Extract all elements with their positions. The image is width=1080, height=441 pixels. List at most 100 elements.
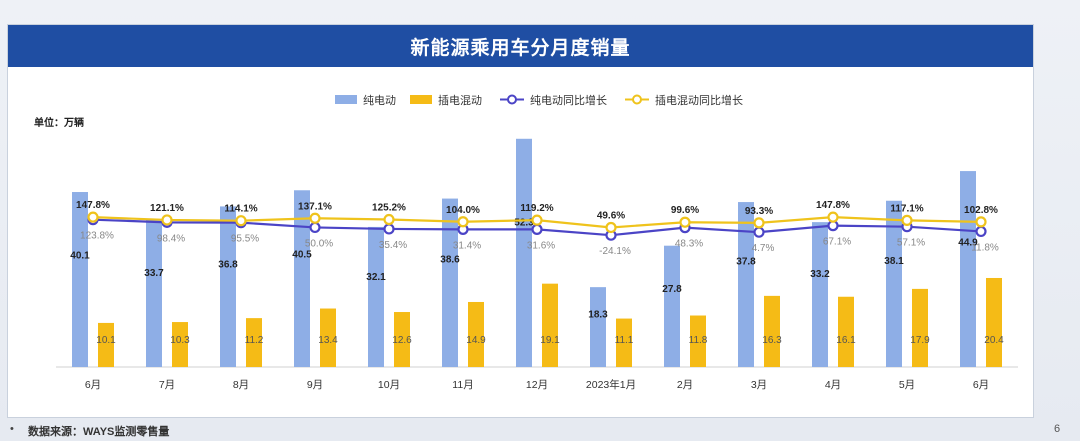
phev-growth-point [753, 217, 765, 229]
bev-bar-label: 33.7 [144, 268, 164, 279]
bev-bar [590, 287, 606, 367]
phev-growth-label: 117.1% [890, 203, 923, 214]
phev-bar [764, 295, 780, 367]
phev-growth-point [901, 214, 913, 226]
phev-bar [98, 322, 114, 367]
phev-bar-label: 11.2 [245, 335, 264, 346]
bev-growth-label: 31.4% [453, 240, 481, 251]
data-source-note: 数据来源：WAYS监测零售量 [28, 426, 170, 438]
bev-bar [738, 202, 754, 367]
chart-card: 新能源乘用车分月度销量 单位：万辆 纯电动 插电混动 纯电动同比增长 插电混动同比增长 4… [7, 24, 1034, 418]
bev-bar [886, 200, 902, 367]
x-tick-label: 6月 [973, 379, 989, 391]
phev-growth-label: 147.8% [76, 200, 110, 211]
phev-growth-point [309, 212, 321, 224]
x-tick-label: 11月 [452, 379, 473, 391]
unit-label: 单位：万辆 [34, 116, 84, 129]
phev-bar-label: 10.1 [96, 335, 116, 346]
phev-bar [616, 318, 632, 367]
phev-bar-label: 14.9 [466, 335, 486, 346]
phev-bar-label: 16.3 [762, 335, 782, 346]
bev-growth-label: 95.5% [231, 234, 259, 245]
phev-bar-label: 11.8 [689, 335, 708, 346]
phev-bar [912, 288, 928, 367]
phev-growth-label: 102.8% [964, 205, 998, 216]
bev-bar-label: 44.9 [958, 238, 978, 249]
phev-bar [986, 277, 1002, 367]
bev-bar [294, 190, 310, 367]
bev-bar-label: 52.3 [514, 218, 534, 229]
legend-bev-swatch [335, 95, 357, 104]
x-tick-label: 6月 [85, 379, 101, 391]
bev-bar-label: 37.8 [736, 257, 756, 268]
phev-growth-point [457, 216, 469, 228]
sales-chart: 单位：万辆 纯电动 插电混动 纯电动同比增长 插电混动同比增长 40.1 10.1 6月 33.… [34, 93, 1018, 391]
phev-bar [246, 318, 262, 367]
legend-phev-growth-label: 插电混动同比增长 [655, 93, 743, 107]
phev-growth-label: 114.1% [224, 204, 257, 215]
bev-growth-label: 31.6% [527, 240, 555, 251]
phev-growth-point [605, 221, 617, 234]
bev-bar [146, 219, 162, 367]
phev-growth-point [87, 211, 99, 223]
bev-growth-label: 48.3% [675, 239, 703, 250]
x-tick-label: 7月 [159, 379, 175, 391]
phev-bar-label: 19.1 [540, 335, 560, 346]
phev-growth-point [383, 213, 395, 226]
bev-bar-label: 40.1 [70, 251, 90, 262]
legend-phev-growth-marker [632, 94, 642, 105]
bev-bar-label: 33.2 [810, 269, 830, 280]
phev-bar [468, 301, 484, 367]
bev-bar [220, 206, 236, 367]
phev-growth-label: 49.6% [597, 210, 625, 221]
phev-growth-point [975, 216, 987, 228]
bev-bar [812, 222, 828, 367]
phev-growth-label: 147.8% [816, 200, 850, 211]
bev-bar-label: 27.8 [662, 284, 682, 295]
bev-bar-label: 40.5 [292, 249, 312, 260]
phev-bar [690, 315, 706, 367]
phev-bar-label: 17.9 [910, 335, 930, 346]
legend-bev-growth-marker [507, 94, 517, 105]
bev-bar [516, 138, 532, 367]
bev-growth-point [753, 226, 765, 238]
bev-bar-label: 18.3 [588, 309, 608, 320]
bev-bar-label: 32.1 [366, 272, 386, 283]
phev-bar-label: 12.6 [392, 335, 412, 346]
phev-growth-label: 99.6% [671, 205, 699, 216]
phev-bar [320, 308, 336, 367]
x-tick-label: 5月 [899, 379, 915, 391]
phev-bar [542, 283, 558, 367]
phev-growth-point [679, 216, 691, 228]
x-tick-label: 9月 [307, 379, 323, 391]
x-tick-label: 2月 [677, 379, 693, 391]
phev-growth-label: 121.1% [150, 203, 184, 214]
bev-growth-label: 57.1% [897, 238, 925, 249]
phev-bar-label: 20.4 [984, 335, 1004, 346]
x-tick-label: 12月 [526, 379, 548, 391]
page-title: 新能源乘用车分月度销量 [8, 25, 1033, 67]
footer-bullet: • [10, 423, 14, 435]
phev-bar [394, 312, 410, 367]
phev-growth-label: 125.2% [372, 203, 406, 214]
bev-growth-label: 35.4% [379, 240, 407, 251]
phev-growth-point [827, 211, 839, 223]
x-tick-label: 3月 [751, 379, 767, 391]
phev-growth-label: 137.1% [298, 201, 332, 212]
phev-growth-point [235, 215, 247, 227]
bev-bar [442, 198, 458, 367]
x-tick-label: 4月 [825, 379, 841, 391]
bev-growth-point [309, 221, 321, 234]
bev-bar-label: 38.1 [884, 256, 904, 267]
phev-bar [838, 296, 854, 367]
bev-growth-label: 50.0% [305, 238, 333, 249]
phev-growth-point [161, 214, 173, 226]
x-tick-label: 10月 [378, 379, 400, 391]
bev-bar-label: 36.8 [218, 259, 238, 270]
phev-growth-label: 93.3% [745, 206, 773, 217]
page-number: 6 [1054, 423, 1061, 435]
bev-growth-label: -24.1% [599, 246, 631, 257]
bev-growth-label: 4.7% [752, 243, 775, 254]
bev-growth-point [975, 225, 987, 238]
phev-growth-label: 104.0% [446, 205, 480, 216]
